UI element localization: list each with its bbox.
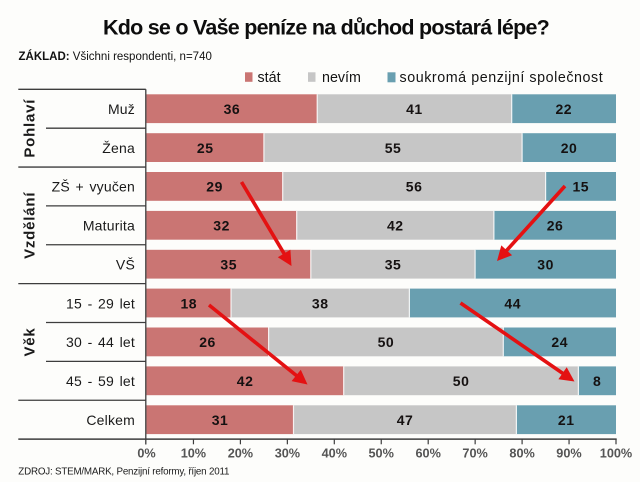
svg-text:45 - 59 let: 45 - 59 let	[66, 373, 135, 389]
svg-text:38: 38	[312, 295, 329, 311]
svg-text:100%: 100%	[600, 446, 632, 460]
svg-text:nevím: nevím	[322, 70, 361, 86]
svg-text:30 - 44 let: 30 - 44 let	[66, 334, 135, 350]
svg-text:31: 31	[212, 412, 229, 428]
svg-text:20: 20	[561, 140, 578, 156]
svg-text:25: 25	[197, 140, 214, 156]
svg-text:Maturita: Maturita	[83, 218, 135, 234]
svg-text:36: 36	[224, 101, 241, 117]
svg-text:15: 15	[573, 179, 590, 195]
svg-text:Pohlaví: Pohlaví	[22, 99, 39, 158]
svg-text:Vzdělání: Vzdělání	[22, 192, 39, 259]
svg-text:21: 21	[558, 412, 575, 428]
svg-text:Celkem: Celkem	[86, 412, 135, 428]
svg-text:10%: 10%	[181, 446, 206, 460]
svg-text:32: 32	[213, 218, 230, 234]
svg-text:35: 35	[385, 257, 402, 273]
svg-text:35: 35	[220, 257, 237, 273]
svg-text:50%: 50%	[368, 446, 393, 460]
svg-text:29: 29	[206, 179, 223, 195]
svg-text:Muž: Muž	[108, 101, 135, 117]
svg-text:26: 26	[547, 218, 564, 234]
svg-text:42: 42	[237, 373, 254, 389]
svg-text:15 - 29 let: 15 - 29 let	[66, 295, 135, 311]
svg-text:24: 24	[551, 334, 568, 350]
svg-text:60%: 60%	[415, 446, 440, 460]
svg-text:70%: 70%	[462, 446, 487, 460]
svg-text:8: 8	[593, 373, 601, 389]
svg-text:Kdo se o Vaše peníze na důchod: Kdo se o Vaše peníze na důchod postará l…	[103, 15, 549, 39]
svg-text:18: 18	[181, 295, 198, 311]
svg-text:55: 55	[385, 140, 402, 156]
svg-text:Žena: Žena	[102, 140, 135, 156]
svg-text:ZŠ + vyučen: ZŠ + vyučen	[52, 179, 135, 195]
svg-text:VŠ: VŠ	[116, 256, 135, 272]
svg-text:26: 26	[199, 334, 216, 350]
svg-text:56: 56	[406, 179, 423, 195]
svg-text:50: 50	[453, 373, 470, 389]
svg-text:ZÁKLAD: Všichni respondenti, n: ZÁKLAD: Všichni respondenti, n=740	[19, 50, 212, 63]
svg-text:30: 30	[537, 257, 554, 273]
svg-text:soukromá penzijní společnost: soukromá penzijní společnost	[400, 70, 604, 86]
svg-text:50: 50	[378, 334, 395, 350]
svg-text:42: 42	[387, 218, 404, 234]
svg-text:90%: 90%	[556, 446, 581, 460]
svg-text:ZDROJ: STEM/MARK, Penzijní ref: ZDROJ: STEM/MARK, Penzijní reformy, říje…	[18, 467, 229, 478]
svg-text:44: 44	[504, 295, 521, 311]
svg-text:stát: stát	[258, 70, 281, 86]
svg-text:47: 47	[397, 412, 414, 428]
svg-text:80%: 80%	[509, 446, 534, 460]
svg-text:41: 41	[406, 101, 423, 117]
svg-text:30%: 30%	[275, 446, 300, 460]
svg-text:22: 22	[556, 101, 573, 117]
svg-text:Věk: Věk	[22, 327, 39, 356]
svg-text:40%: 40%	[322, 446, 347, 460]
svg-text:20%: 20%	[228, 446, 253, 460]
svg-text:0%: 0%	[137, 446, 155, 460]
